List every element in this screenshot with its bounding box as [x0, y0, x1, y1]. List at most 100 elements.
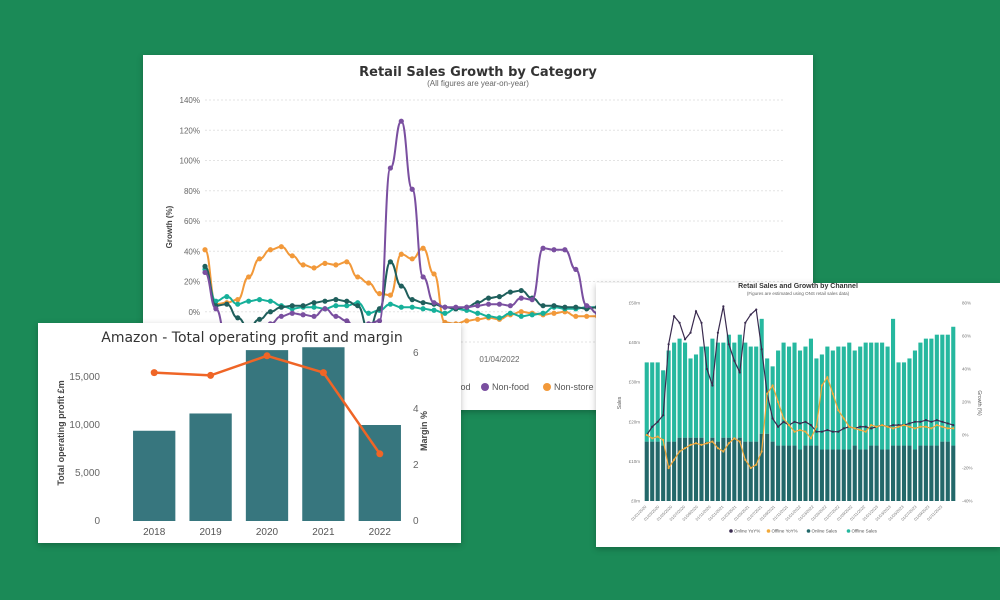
profit-bar — [133, 430, 176, 521]
data-point — [755, 463, 758, 466]
data-point — [387, 301, 393, 307]
data-point — [496, 294, 503, 300]
offline-sales-bar — [825, 346, 830, 450]
offline-sales-bar — [808, 338, 813, 446]
data-point — [540, 245, 546, 251]
online-sales-bar — [945, 441, 950, 501]
offline-sales-bar — [891, 318, 896, 446]
online-sales-bar — [819, 449, 824, 501]
online-sales-bar — [901, 445, 907, 501]
x-tick-label: 2021 — [312, 527, 335, 538]
x-tick-labels: 01/01/202001/03/202001/05/202001/07/2020… — [630, 504, 944, 522]
data-point — [322, 306, 328, 312]
data-point — [651, 425, 654, 428]
data-point — [584, 303, 590, 309]
offline-sales-bar — [874, 342, 879, 446]
data-point — [870, 427, 873, 430]
data-point — [815, 425, 818, 428]
data-point — [908, 422, 911, 425]
online-sales-bar — [776, 445, 781, 501]
offline-sales-bar — [918, 342, 923, 446]
online-sales-bar — [934, 445, 939, 501]
data-point — [355, 303, 361, 309]
data-point — [398, 118, 404, 124]
data-point — [842, 417, 845, 420]
offline-sales-bar — [644, 362, 649, 442]
data-point — [267, 309, 274, 315]
y-tick-label: 60% — [184, 217, 200, 226]
data-point — [551, 303, 557, 309]
data-point — [387, 259, 393, 265]
x-tick-label: 2020 — [256, 527, 279, 538]
data-point — [815, 430, 818, 433]
data-point — [711, 440, 714, 443]
offline-sales-bar — [781, 342, 786, 446]
data-point — [475, 303, 481, 309]
offline-sales-bar — [650, 362, 655, 442]
data-point — [507, 310, 513, 316]
y2-tick-label: 0 — [413, 516, 419, 527]
data-point — [744, 458, 747, 461]
offline-sales-bar — [814, 358, 819, 446]
online-sales-bar — [814, 445, 819, 501]
data-point — [820, 384, 823, 387]
offline-sales-bar — [907, 358, 912, 446]
offline-sales-bar — [929, 338, 934, 446]
data-point — [694, 442, 698, 445]
data-point — [946, 422, 949, 425]
offline-sales-bar — [748, 346, 753, 442]
channel-sales-card: Retail Sales and Growth by Channel (Figu… — [596, 283, 1000, 547]
offline-sales-bar — [901, 362, 907, 446]
data-point — [749, 313, 752, 316]
data-point — [831, 430, 834, 433]
online-sales-bar — [693, 437, 699, 501]
data-point — [952, 427, 955, 430]
data-point — [289, 303, 295, 309]
data-point — [224, 294, 230, 300]
online-sales-bar — [704, 441, 709, 501]
online-sales-bar — [841, 449, 846, 501]
data-point — [689, 443, 692, 446]
data-point — [826, 428, 829, 432]
data-point — [529, 297, 535, 303]
data-point — [870, 424, 873, 427]
data-point — [311, 304, 317, 310]
legend-marker — [846, 529, 851, 533]
data-point — [420, 245, 426, 251]
data-point — [733, 359, 736, 362]
offline-sales-bar — [693, 354, 699, 438]
data-point — [202, 263, 208, 269]
online-sales-bar — [781, 445, 786, 501]
offline-sales-bar — [792, 342, 797, 446]
x-tick-label: 01/04/2022 — [479, 355, 520, 364]
data-point — [651, 437, 654, 440]
data-point — [333, 313, 339, 319]
data-point — [518, 287, 524, 294]
data-point — [420, 300, 426, 306]
data-point — [766, 392, 769, 395]
data-point — [716, 447, 719, 450]
x-tick-label: 2019 — [199, 527, 222, 538]
offline-sales-bar — [683, 342, 688, 438]
online-sales-bar — [644, 441, 649, 501]
data-point — [213, 298, 219, 304]
margin-point — [263, 352, 271, 360]
data-point — [431, 307, 437, 313]
data-point — [289, 253, 295, 259]
y-axis-label: Growth (%) — [165, 205, 174, 248]
data-point — [897, 424, 900, 427]
profit-bars — [133, 347, 401, 521]
data-point — [694, 310, 698, 313]
data-point — [941, 420, 944, 423]
legend-label: Non-food — [492, 382, 529, 392]
data-point — [771, 417, 774, 420]
data-point — [924, 425, 927, 428]
data-point — [311, 265, 317, 271]
x-tick-label: 2022 — [369, 527, 392, 538]
data-point — [333, 262, 339, 268]
online-sales-bar — [803, 445, 808, 501]
data-point — [667, 466, 670, 470]
data-point — [826, 376, 829, 379]
online-sales-bar — [918, 445, 923, 501]
